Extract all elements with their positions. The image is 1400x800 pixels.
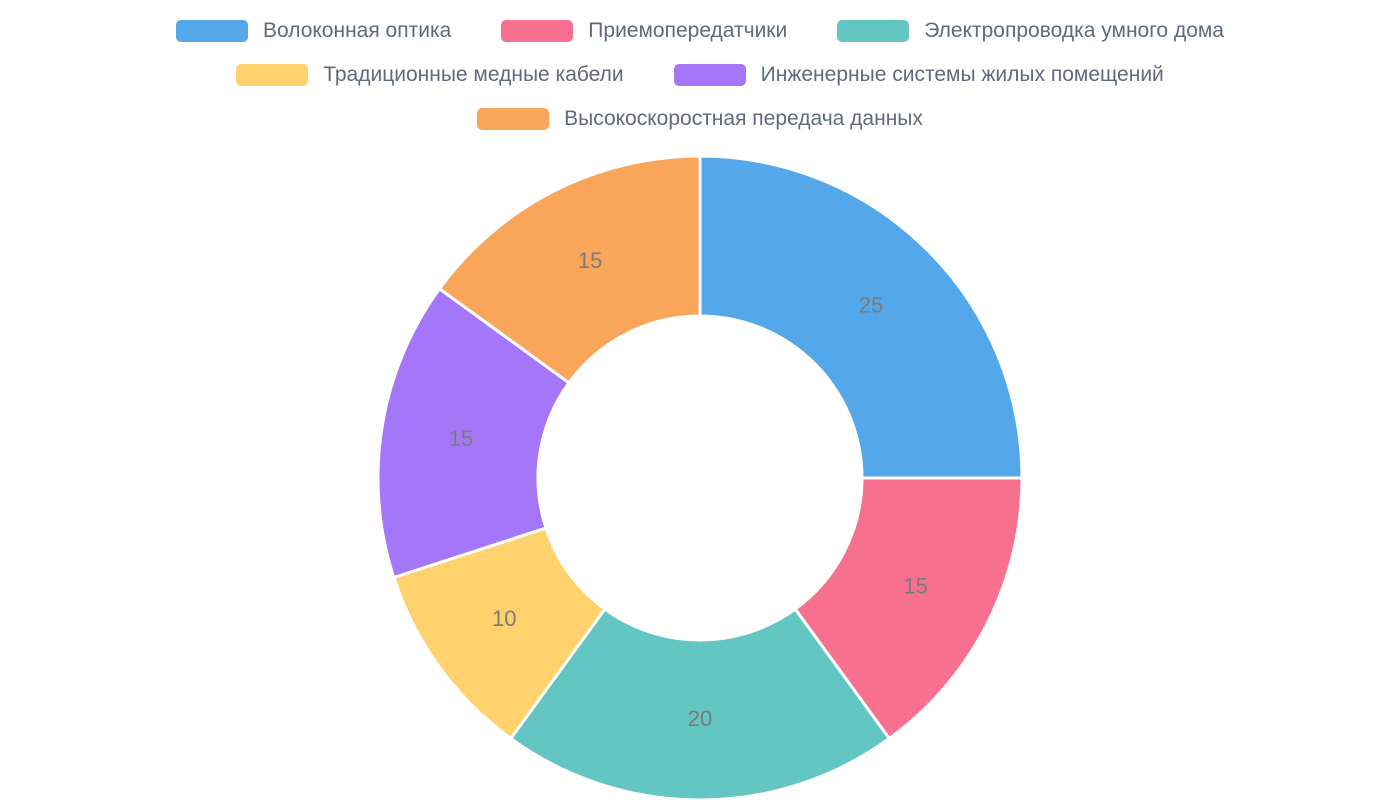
legend-label: Приемопередатчики [588,19,788,42]
legend-item-5[interactable]: Высокоскоростная передача данных [477,106,923,132]
legend-item-2[interactable]: Электропроводка умного дома [837,18,1224,44]
legend-swatch-icon [501,20,574,42]
legend-item-4[interactable]: Инженерные системы жилых помещений [673,62,1164,88]
slice-value-label: 15 [578,248,602,273]
legend-row: Высокоскоростная передача данных [477,106,923,132]
legend-label: Высокоскоростная передача данных [564,107,923,130]
legend-row: Традиционные медные кабели Инженерные сис… [236,62,1164,88]
legend-label: Электропроводка умного дома [924,19,1224,42]
legend-item-3[interactable]: Традиционные медные кабели [236,62,624,88]
legend-row: Волоконная оптика Приемопередатчики Электр… [175,18,1224,44]
pie-slice-5[interactable] [437,154,702,385]
pie-slice-0[interactable] [698,154,1024,480]
legend-swatch-icon [477,108,550,130]
pie-slice-4[interactable] [376,287,571,580]
legend-label: Волоконная оптика [262,19,452,42]
pie-slice-2[interactable] [509,607,891,800]
slice-value-label: 25 [859,293,883,318]
pie-slice-1[interactable] [793,476,1024,741]
legend-item-1[interactable]: Приемопередатчики [501,18,787,44]
legend-label: Инженерные системы жилых помещений [760,63,1164,86]
slice-value-label: 20 [688,706,712,731]
slice-value-label: 10 [492,606,516,631]
legend-label: Традиционные медные кабели [323,63,624,86]
slice-value-label: 15 [903,574,927,599]
legend-swatch-icon [175,20,248,42]
legend-swatch-icon [236,64,309,86]
legend-swatch-icon [837,20,910,42]
slice-value-label: 15 [449,426,473,451]
legend-item-0[interactable]: Волоконная оптика [175,18,452,44]
legend-swatch-icon [673,64,746,86]
chart-legend: Волоконная оптика Приемопередатчики Электр… [0,18,1400,132]
